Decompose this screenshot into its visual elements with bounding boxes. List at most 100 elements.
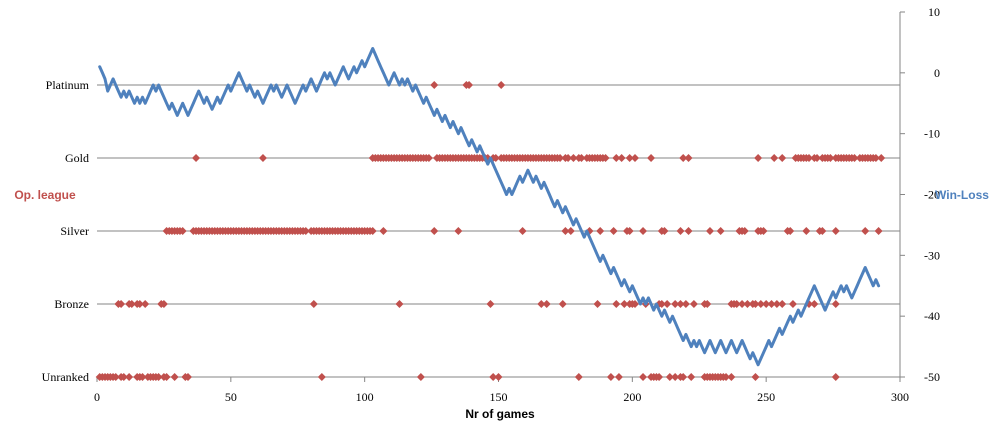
scatter-point	[655, 373, 664, 381]
scatter-point	[802, 227, 811, 235]
scatter-point	[154, 373, 163, 381]
y-right-tick-label: -20	[924, 188, 940, 202]
scatter-point	[788, 300, 797, 308]
scatter-point	[170, 373, 179, 381]
x-axis-title: Nr of games	[465, 407, 535, 421]
scatter-point	[762, 300, 771, 308]
scatter-point	[141, 300, 150, 308]
x-tick-label: 150	[490, 390, 508, 404]
scatter-point	[612, 154, 621, 162]
scatter-point	[813, 154, 822, 162]
scatter-point	[612, 300, 621, 308]
scatter-point	[631, 154, 640, 162]
scatter-point	[593, 300, 602, 308]
left-y-labels: Unranked Bronze Silver Gold Platinum	[42, 78, 90, 384]
scatter-point	[850, 154, 859, 162]
scatter-point	[558, 300, 567, 308]
scatter-point	[689, 300, 698, 308]
scatter-point	[566, 227, 575, 235]
scatter-point	[676, 227, 685, 235]
scatter-point	[818, 227, 827, 235]
scatter-point	[778, 154, 787, 162]
scatter-point	[665, 373, 674, 381]
scatter-point	[681, 300, 690, 308]
scatter-point	[671, 300, 680, 308]
scatter-point	[542, 300, 551, 308]
scatter-point	[309, 300, 318, 308]
scatter-point	[660, 227, 669, 235]
scatter-point	[877, 154, 886, 162]
scatter-point	[684, 227, 693, 235]
y-left-label: Platinum	[46, 78, 90, 92]
scatter-point	[687, 373, 696, 381]
y-right-tick-label: -40	[924, 309, 940, 323]
y-right-tick-label: -10	[924, 127, 940, 141]
y-left-label: Gold	[65, 151, 89, 165]
scatter-point	[430, 81, 439, 89]
right-axis-title: Win-Loss	[935, 188, 989, 202]
scatter-point	[620, 300, 629, 308]
scatter-point	[258, 154, 267, 162]
axes	[97, 12, 901, 378]
scatter-point	[301, 227, 310, 235]
scatter-point	[368, 227, 377, 235]
scatter-point	[127, 300, 136, 308]
left-axis-title: Op. league	[14, 188, 76, 202]
y-right-tick-label: -30	[924, 248, 940, 262]
scatter-point	[119, 373, 128, 381]
y-left-label: Unranked	[42, 370, 89, 384]
x-ticks: 0 50 100 150 200 250 300	[94, 377, 909, 404]
scatter-point	[317, 373, 326, 381]
y-right-tick-label: 0	[934, 66, 940, 80]
scatter-point	[184, 373, 193, 381]
scatter-point	[117, 300, 126, 308]
scatter-point	[497, 81, 506, 89]
scatter-point	[424, 154, 433, 162]
scatter-point	[631, 300, 640, 308]
scatter-point	[494, 373, 503, 381]
x-tick-label: 50	[225, 390, 237, 404]
scatter-point	[831, 300, 840, 308]
scatter-point	[125, 373, 134, 381]
gridlines	[97, 84, 900, 305]
scatter-point	[416, 373, 425, 381]
scatter-point	[178, 227, 187, 235]
scatter-point	[489, 373, 498, 381]
scatter-point	[679, 154, 688, 162]
line-series	[98, 47, 881, 367]
scatter-point	[804, 154, 813, 162]
scatter-point	[826, 154, 835, 162]
scatter-point	[138, 373, 147, 381]
scatter-point	[625, 154, 634, 162]
scatter-point	[679, 373, 688, 381]
scatter-point	[871, 154, 880, 162]
scatter-point	[639, 373, 648, 381]
scatter-point	[639, 227, 648, 235]
scatter-point	[625, 227, 634, 235]
scatter-point	[676, 300, 685, 308]
x-tick-label: 200	[623, 390, 641, 404]
scatter-point	[606, 373, 615, 381]
scatter-point	[778, 300, 787, 308]
scatter-point	[767, 300, 776, 308]
scatter-point	[751, 373, 760, 381]
scatter-point	[596, 227, 605, 235]
win-loss-line	[98, 47, 881, 367]
scatter-point	[831, 227, 840, 235]
scatter-point	[518, 227, 527, 235]
scatter-point	[135, 300, 144, 308]
scatter-point	[617, 154, 626, 162]
scatter-point	[647, 154, 656, 162]
scatter-point	[756, 300, 765, 308]
scatter-point	[657, 300, 666, 308]
scatter-point	[671, 373, 680, 381]
x-tick-label: 100	[356, 390, 374, 404]
scatter-point	[465, 81, 474, 89]
scatter-point	[810, 300, 819, 308]
scatter-point	[577, 154, 586, 162]
scatter-point	[395, 300, 404, 308]
scatter-point	[703, 300, 712, 308]
scatter-point	[705, 227, 714, 235]
scatter-point	[111, 373, 120, 381]
